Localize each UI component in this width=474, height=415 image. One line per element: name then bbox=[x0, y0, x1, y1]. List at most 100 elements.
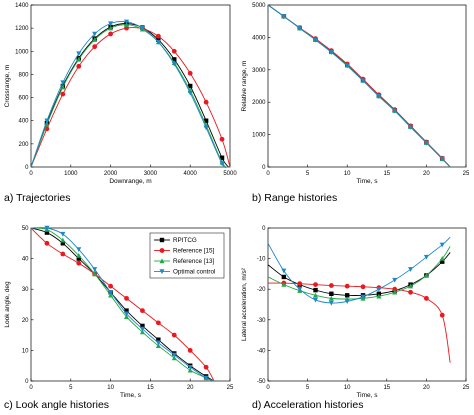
series-line bbox=[267, 236, 451, 304]
y-tick-label: 1000 bbox=[252, 133, 266, 139]
data-point bbox=[360, 78, 366, 84]
x-tick-label: 10 bbox=[344, 385, 351, 391]
x-tick-label: 0 bbox=[29, 171, 33, 177]
legend-marker bbox=[159, 248, 165, 253]
series-reference-13 bbox=[267, 4, 451, 168]
data-point bbox=[281, 14, 287, 19]
data-point bbox=[408, 124, 414, 130]
data-point bbox=[408, 289, 413, 295]
x-tick-label: 25 bbox=[463, 385, 470, 391]
data-point bbox=[187, 90, 193, 96]
series-reference-15 bbox=[30, 227, 215, 382]
data-point bbox=[76, 260, 82, 266]
x-tick-label: 10 bbox=[107, 385, 114, 391]
panel-caption: a) Trajectories bbox=[4, 192, 71, 204]
data-point bbox=[124, 314, 130, 319]
data-point bbox=[313, 37, 319, 43]
series-line bbox=[30, 20, 228, 168]
data-point bbox=[155, 39, 161, 45]
y-tick-label: 1200 bbox=[15, 26, 29, 32]
data-point bbox=[187, 365, 193, 370]
legend-label: Reference [15] bbox=[173, 248, 215, 255]
data-point bbox=[60, 91, 66, 97]
series-line bbox=[267, 4, 451, 168]
x-tick-label: 15 bbox=[383, 385, 390, 391]
panel-caption: b) Range histories bbox=[252, 192, 337, 204]
x-axis-label: Time, s bbox=[120, 392, 142, 399]
data-point bbox=[92, 267, 98, 272]
data-point bbox=[439, 256, 445, 261]
x-tick-label: 10 bbox=[344, 171, 351, 177]
data-point bbox=[139, 25, 145, 31]
legend-label: Optimal control bbox=[173, 269, 215, 276]
series-optimal-control bbox=[267, 236, 451, 306]
series-optimal-control bbox=[30, 225, 215, 382]
data-point bbox=[139, 329, 145, 335]
x-tick-label: 15 bbox=[147, 385, 154, 391]
series-line bbox=[30, 24, 229, 168]
series-reference-13 bbox=[267, 246, 451, 302]
data-point bbox=[328, 300, 334, 306]
data-point bbox=[297, 287, 303, 292]
data-point bbox=[92, 44, 98, 50]
data-point bbox=[188, 83, 193, 89]
x-tick-label: 0 bbox=[266, 171, 270, 177]
series-line bbox=[267, 246, 451, 300]
x-tick-label: 5 bbox=[306, 385, 310, 391]
x-tick-label: 4000 bbox=[184, 171, 198, 177]
data-point bbox=[108, 31, 113, 37]
data-point bbox=[376, 287, 382, 292]
data-point bbox=[187, 367, 193, 373]
x-axis-label: Time, s bbox=[356, 392, 378, 399]
data-point bbox=[281, 274, 287, 280]
x-tick-label: 20 bbox=[187, 385, 194, 391]
data-point bbox=[139, 326, 145, 332]
panel-caption: d) Acceleration histories bbox=[252, 399, 363, 411]
y-tick-label: 200 bbox=[18, 142, 29, 148]
data-point bbox=[313, 282, 318, 288]
data-point bbox=[171, 61, 177, 67]
data-point bbox=[439, 156, 445, 162]
data-point bbox=[92, 37, 98, 42]
data-point bbox=[203, 118, 209, 123]
data-point bbox=[219, 136, 225, 142]
data-point bbox=[408, 283, 414, 289]
y-tick-label: 10 bbox=[22, 348, 29, 354]
plot-frame bbox=[267, 227, 467, 382]
y-axis-label: Relative range, m bbox=[241, 61, 248, 112]
data-point bbox=[329, 291, 334, 296]
data-point bbox=[439, 242, 445, 248]
data-point bbox=[76, 252, 82, 258]
data-point bbox=[155, 320, 161, 326]
x-axis-label: Downrange, m bbox=[109, 178, 151, 185]
data-point bbox=[297, 281, 303, 287]
x-tick-label: 0 bbox=[29, 385, 33, 391]
y-tick-label: 20 bbox=[22, 318, 29, 324]
data-point bbox=[344, 63, 350, 69]
series-line bbox=[267, 4, 451, 168]
data-point bbox=[76, 56, 82, 62]
data-point bbox=[392, 286, 398, 292]
data-point bbox=[76, 256, 81, 261]
data-point bbox=[187, 348, 193, 353]
data-point bbox=[124, 25, 129, 31]
series-rpitcg bbox=[267, 4, 451, 168]
data-point bbox=[171, 332, 177, 338]
data-point bbox=[281, 282, 287, 287]
legend-marker bbox=[159, 258, 165, 264]
series-reference-15 bbox=[30, 25, 231, 168]
data-point bbox=[60, 237, 66, 243]
data-point bbox=[155, 343, 161, 349]
data-point bbox=[60, 231, 66, 237]
data-point bbox=[440, 259, 445, 264]
legend-label: Reference [13] bbox=[173, 258, 215, 265]
plot-frame bbox=[30, 4, 231, 168]
data-point bbox=[76, 51, 82, 57]
data-point bbox=[203, 364, 209, 370]
x-tick-label: 5 bbox=[69, 385, 73, 391]
data-point bbox=[424, 295, 429, 301]
data-point bbox=[140, 308, 145, 314]
data-point bbox=[345, 293, 350, 298]
legend-label: RPITCG bbox=[173, 237, 197, 244]
data-point bbox=[344, 299, 350, 305]
